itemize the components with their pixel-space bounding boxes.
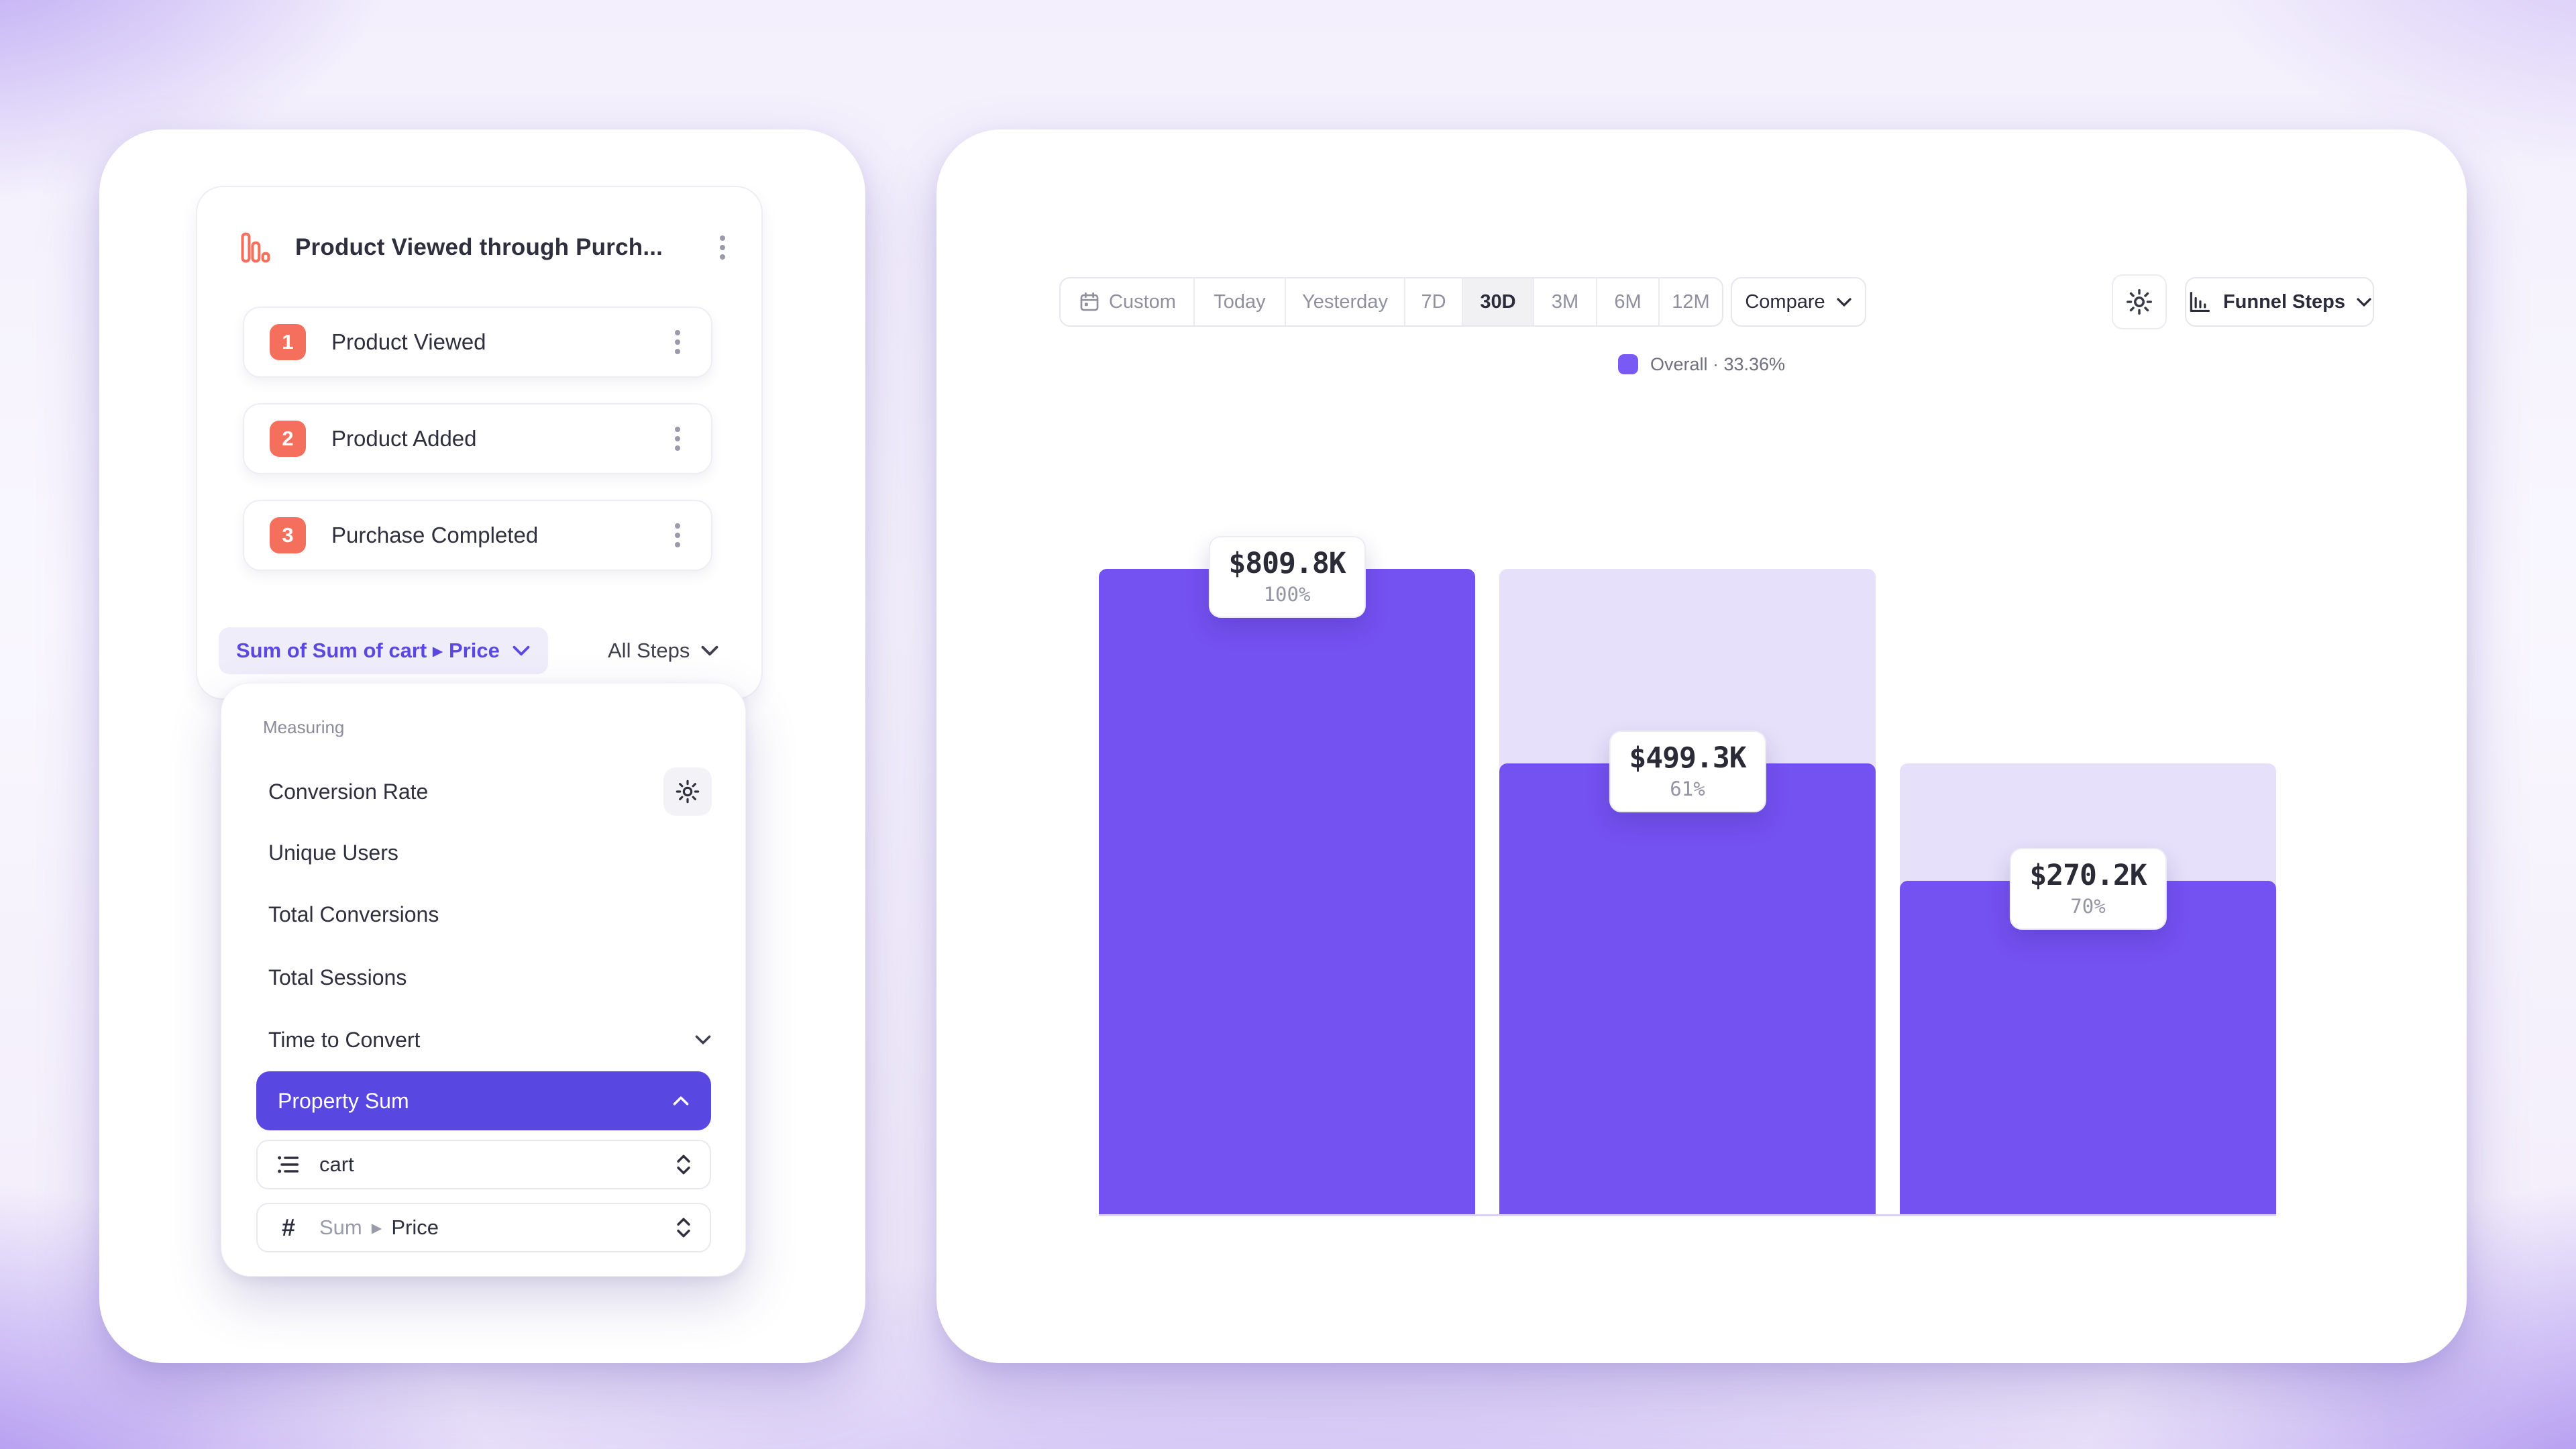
- date-range-12m[interactable]: 12M: [1672, 290, 1710, 313]
- calendar-icon: [1078, 290, 1101, 313]
- chevron-up-icon: [672, 1095, 690, 1106]
- bar-value-label: $499.3K: [1629, 741, 1746, 775]
- chevron-down-icon: [700, 645, 719, 657]
- chart-view-selector[interactable]: Funnel Steps: [2185, 277, 2374, 327]
- bar-value-label: $809.8K: [1228, 547, 1346, 580]
- step-number-badge: 1: [270, 324, 306, 360]
- date-range-7d[interactable]: 7D: [1405, 278, 1463, 325]
- chevron-down-icon: [1836, 297, 1852, 307]
- property-select-value: cart: [319, 1152, 354, 1176]
- legend-overall[interactable]: Overall · 33.36%: [936, 351, 2467, 378]
- kebab-menu-icon[interactable]: [664, 517, 691, 554]
- step-number-badge: 3: [270, 517, 306, 553]
- step-number-badge: 2: [270, 421, 306, 457]
- date-range-3m[interactable]: 3M: [1534, 278, 1597, 325]
- date-range-6m[interactable]: 6M: [1597, 278, 1660, 325]
- kebab-menu-icon[interactable]: [664, 323, 691, 361]
- step-label: Product Viewed: [331, 329, 486, 354]
- funnel-bar[interactable]: [1900, 881, 2276, 1214]
- select-updown-icon: [675, 1215, 692, 1240]
- funnel-bar-group-2: $499.3K 61%: [1499, 543, 1876, 1214]
- steps-scope-dropdown[interactable]: All Steps: [608, 627, 719, 674]
- funnel-step-row-1[interactable]: 1 Product Viewed: [243, 307, 712, 378]
- funnel-query-card: Product Viewed through Purch... 1 Produc…: [196, 186, 763, 700]
- measuring-section-label: Measuring: [263, 717, 345, 737]
- gear-icon[interactable]: [663, 767, 712, 816]
- chevron-down-icon: [512, 645, 531, 657]
- bar-tooltip: $809.8K 100%: [1208, 536, 1366, 618]
- funnel-step-row-2[interactable]: 2 Product Added: [243, 403, 712, 474]
- measuring-dropdown-panel: Measuring Conversion Rate Unique Users T…: [221, 683, 746, 1277]
- bar-percent-label: 61%: [1670, 777, 1705, 800]
- bar-value-label: $270.2K: [2029, 859, 2147, 892]
- funnel-bar[interactable]: [1499, 763, 1876, 1214]
- chart-panel: Custom Today Yesterday 7D 30D 3M 6M 12M …: [936, 129, 2467, 1363]
- query-card-header: Product Viewed through Purch...: [240, 217, 736, 278]
- kebab-menu-icon[interactable]: [664, 420, 691, 458]
- measurement-dropdown-label: Sum of Sum of cart ▸ Price: [236, 639, 500, 662]
- aggregation-select-field[interactable]: # Sum ▸ Price: [256, 1203, 711, 1252]
- date-range-custom[interactable]: Custom: [1061, 278, 1195, 325]
- aggregation-prefix: Sum: [319, 1216, 362, 1239]
- aggregation-property: Price: [391, 1216, 439, 1239]
- date-range-30d-selected[interactable]: 30D: [1463, 278, 1534, 325]
- chevron-down-icon: [694, 1034, 712, 1045]
- funnel-bar-group-3: $270.2K 70%: [1900, 543, 2276, 1214]
- funnel-chart-icon: [240, 231, 271, 264]
- funnel-steps-icon: [2187, 289, 2212, 315]
- menu-item-total-sessions[interactable]: Total Sessions: [268, 965, 407, 989]
- list-icon: [275, 1151, 302, 1178]
- menu-item-unique-users[interactable]: Unique Users: [268, 840, 398, 865]
- legend-swatch: [1617, 354, 1638, 374]
- chart-baseline: [1099, 1214, 2276, 1216]
- date-range-today[interactable]: Today: [1195, 278, 1286, 325]
- menu-item-total-conversions[interactable]: Total Conversions: [268, 902, 439, 926]
- breadcrumb-arrow-icon: ▸: [371, 1216, 382, 1239]
- compare-button[interactable]: Compare: [1731, 277, 1866, 327]
- funnel-step-row-3[interactable]: 3 Purchase Completed: [243, 500, 712, 571]
- step-label: Purchase Completed: [331, 523, 539, 547]
- date-range-yesterday[interactable]: Yesterday: [1286, 278, 1405, 325]
- measurement-dropdown[interactable]: Sum of Sum of cart ▸ Price: [219, 627, 548, 674]
- bar-tooltip: $270.2K 70%: [2009, 848, 2167, 930]
- select-updown-icon: [675, 1152, 692, 1177]
- steps-scope-label: All Steps: [608, 639, 690, 662]
- chevron-down-icon: [2356, 297, 2372, 307]
- bar-percent-label: 70%: [2070, 895, 2106, 918]
- hash-icon: #: [281, 1214, 296, 1241]
- step-label: Product Added: [331, 426, 477, 451]
- report-title: Product Viewed through Purch...: [295, 234, 663, 260]
- date-range-segmented-control: Custom Today Yesterday 7D 30D 3M 6M 12M: [1059, 277, 1723, 327]
- menu-item-property-sum-selected[interactable]: Property Sum: [256, 1071, 711, 1130]
- chart-settings-gear-icon[interactable]: [2112, 274, 2167, 329]
- menu-item-conversion-rate[interactable]: Conversion Rate: [268, 761, 712, 822]
- bar-percent-label: 100%: [1263, 583, 1311, 606]
- property-select-field[interactable]: cart: [256, 1140, 711, 1189]
- bar-tooltip: $499.3K 61%: [1609, 731, 1766, 812]
- kebab-menu-icon[interactable]: [709, 229, 736, 266]
- menu-item-time-to-convert[interactable]: Time to Convert: [268, 1009, 712, 1071]
- funnel-bar-group-1: $809.8K 100%: [1099, 536, 1475, 1214]
- legend-label: Overall · 33.36%: [1650, 354, 1786, 374]
- funnel-bar[interactable]: [1099, 569, 1475, 1214]
